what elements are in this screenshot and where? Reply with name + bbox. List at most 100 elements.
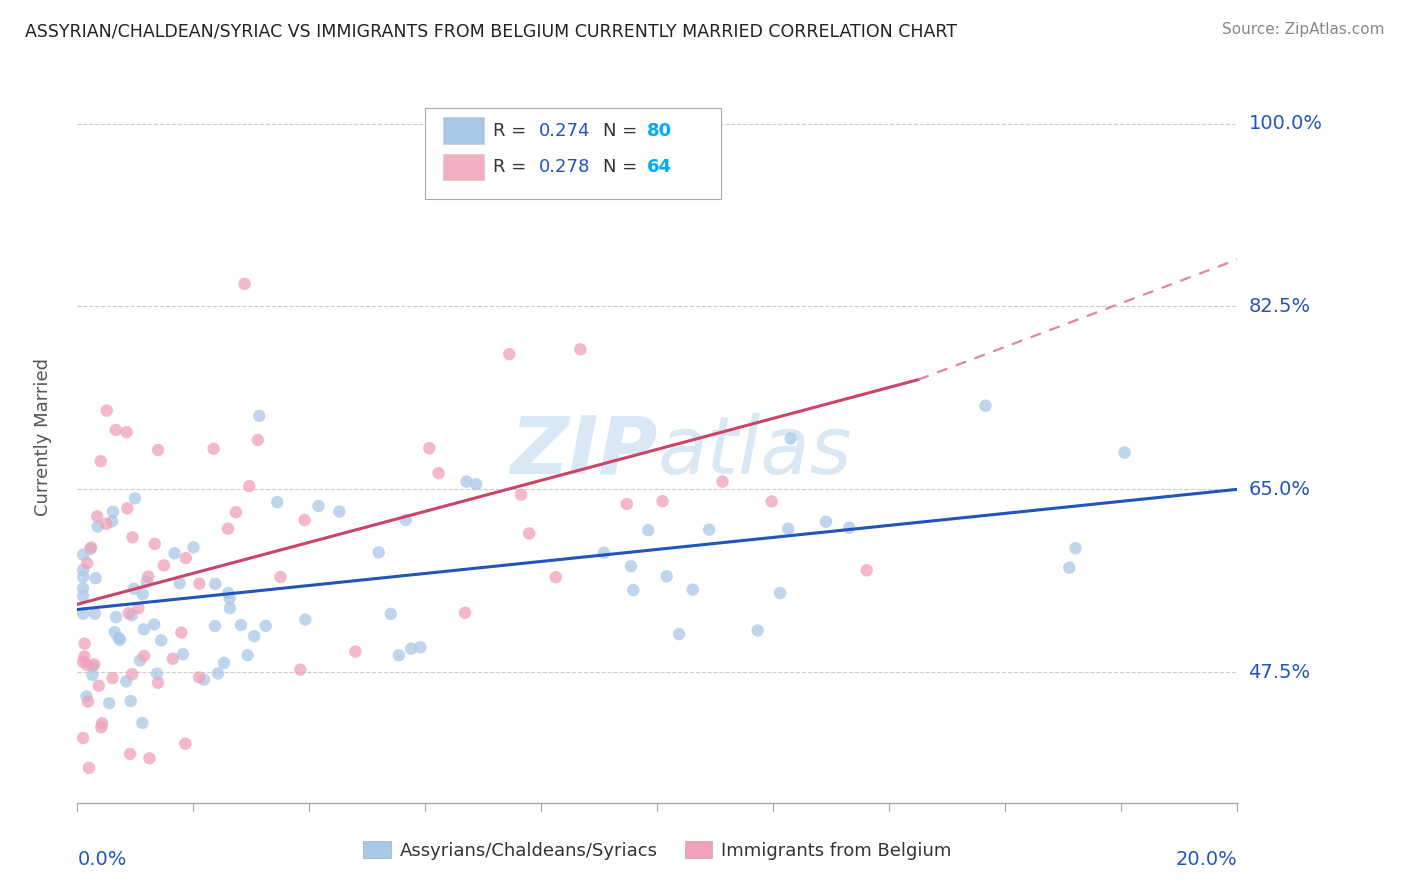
Point bbox=[118, 747, 141, 761]
Point bbox=[637, 523, 659, 537]
Point bbox=[72, 570, 94, 584]
Text: 65.0%: 65.0% bbox=[1249, 480, 1310, 499]
Point bbox=[405, 822, 427, 836]
Text: 80: 80 bbox=[647, 121, 672, 140]
Point bbox=[380, 607, 402, 621]
Point bbox=[132, 623, 155, 637]
Point bbox=[388, 648, 411, 663]
FancyBboxPatch shape bbox=[443, 154, 485, 180]
Text: ASSYRIAN/CHALDEAN/SYRIAC VS IMMIGRANTS FROM BELGIUM CURRENTLY MARRIED CORRELATIO: ASSYRIAN/CHALDEAN/SYRIAC VS IMMIGRANTS F… bbox=[25, 22, 957, 40]
Point bbox=[98, 696, 121, 710]
FancyBboxPatch shape bbox=[443, 118, 485, 144]
Point bbox=[294, 613, 316, 627]
Point bbox=[212, 656, 235, 670]
Text: 100.0%: 100.0% bbox=[1249, 114, 1323, 133]
Text: R =: R = bbox=[492, 121, 531, 140]
Point bbox=[150, 633, 173, 648]
Text: Source: ZipAtlas.com: Source: ZipAtlas.com bbox=[1222, 22, 1385, 37]
Point bbox=[153, 558, 176, 573]
Point bbox=[183, 541, 205, 555]
Point bbox=[266, 495, 288, 509]
Legend: Assyrians/Chaldeans/Syriacs, Immigrants from Belgium: Assyrians/Chaldeans/Syriacs, Immigrants … bbox=[356, 834, 959, 867]
Point bbox=[121, 667, 143, 681]
Point bbox=[101, 505, 124, 519]
Point bbox=[328, 504, 350, 518]
Point bbox=[146, 675, 169, 690]
Point bbox=[682, 582, 704, 597]
Text: N =: N = bbox=[603, 121, 643, 140]
Point bbox=[127, 601, 149, 615]
Point bbox=[243, 629, 266, 643]
Point bbox=[72, 548, 94, 562]
Point bbox=[83, 657, 105, 672]
FancyBboxPatch shape bbox=[425, 108, 721, 200]
Point bbox=[72, 582, 94, 596]
Point bbox=[651, 494, 673, 508]
Point bbox=[225, 505, 247, 519]
Point bbox=[76, 556, 98, 570]
Point bbox=[1064, 541, 1087, 556]
Point bbox=[395, 513, 418, 527]
Point bbox=[294, 513, 316, 527]
Point bbox=[121, 608, 143, 623]
Point bbox=[456, 475, 478, 489]
Point bbox=[229, 618, 252, 632]
Point bbox=[778, 522, 800, 536]
Point bbox=[108, 632, 131, 647]
Point bbox=[974, 399, 997, 413]
Point bbox=[96, 403, 118, 417]
Point bbox=[72, 655, 94, 669]
Point bbox=[72, 589, 94, 603]
Point bbox=[620, 559, 643, 574]
Point bbox=[814, 515, 837, 529]
Point bbox=[90, 720, 112, 734]
Point bbox=[132, 587, 155, 601]
Point bbox=[105, 610, 128, 624]
Point bbox=[418, 441, 440, 455]
Point bbox=[72, 731, 94, 745]
Point bbox=[465, 477, 488, 491]
Text: ZIP: ZIP bbox=[510, 413, 658, 491]
Point bbox=[101, 671, 124, 685]
Point bbox=[517, 526, 540, 541]
Point bbox=[118, 812, 141, 826]
Point bbox=[162, 651, 184, 665]
Point bbox=[107, 631, 129, 645]
Point bbox=[73, 649, 96, 664]
Point bbox=[409, 640, 432, 655]
Text: 64: 64 bbox=[647, 158, 672, 177]
Point bbox=[87, 519, 110, 533]
Point bbox=[290, 663, 312, 677]
Point bbox=[174, 551, 197, 566]
Point bbox=[399, 641, 422, 656]
Point bbox=[132, 648, 155, 663]
Point bbox=[204, 619, 226, 633]
Point bbox=[254, 619, 277, 633]
Text: atlas: atlas bbox=[658, 413, 852, 491]
Point bbox=[217, 586, 239, 600]
Point bbox=[83, 607, 105, 621]
Text: 47.5%: 47.5% bbox=[1249, 663, 1310, 681]
Point bbox=[104, 625, 127, 640]
Point bbox=[246, 433, 269, 447]
Point bbox=[269, 570, 291, 584]
Point bbox=[138, 751, 160, 765]
Point bbox=[124, 491, 146, 506]
Point bbox=[104, 423, 127, 437]
Text: R =: R = bbox=[492, 158, 531, 177]
Point bbox=[96, 516, 118, 531]
Point bbox=[668, 627, 690, 641]
Point bbox=[697, 523, 720, 537]
Point bbox=[217, 522, 239, 536]
Point bbox=[498, 347, 520, 361]
Point bbox=[1114, 445, 1136, 459]
Point bbox=[143, 617, 166, 632]
Point bbox=[233, 277, 256, 291]
Point bbox=[616, 497, 638, 511]
Point bbox=[307, 499, 329, 513]
Point bbox=[117, 501, 139, 516]
Point bbox=[146, 666, 169, 681]
Point bbox=[82, 659, 104, 673]
Point bbox=[769, 586, 792, 600]
Point bbox=[115, 425, 138, 439]
